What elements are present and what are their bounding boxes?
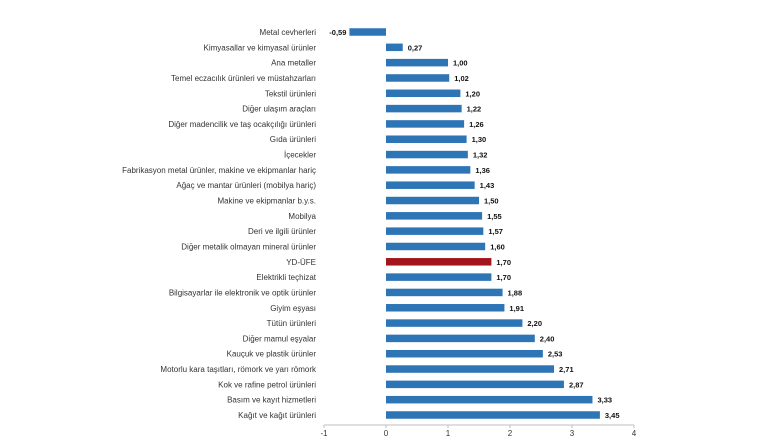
value-label: 1,02 — [454, 74, 469, 83]
bar — [386, 411, 600, 419]
bar — [386, 104, 462, 113]
labels-layer: Metal cevherleri -0,59 Kimyasallar ve kimy… — [122, 28, 619, 420]
x-tick-label: 0 — [384, 429, 389, 438]
bar — [386, 120, 465, 128]
category-label: Giyim eşyası — [270, 304, 316, 313]
category-label: Ağaç ve mantar ürünleri (mobilya hariç) — [176, 181, 316, 190]
bar — [386, 150, 468, 159]
bar-highlight — [386, 258, 492, 266]
bar — [386, 74, 450, 82]
bar — [386, 319, 523, 327]
x-tick-label: 1 — [446, 429, 451, 438]
category-label: Mobilya — [288, 212, 316, 221]
bar — [386, 89, 461, 98]
category-label: Metal cevherleri — [260, 28, 317, 37]
value-label: 2,40 — [540, 334, 555, 343]
bar — [386, 288, 503, 297]
category-label: Kok ve rafine petrol ürünleri — [218, 380, 316, 389]
value-label: 1,43 — [480, 181, 495, 190]
value-label: 1,57 — [488, 227, 503, 236]
bar — [386, 334, 535, 343]
value-label: 1,30 — [472, 135, 487, 144]
bar — [386, 365, 555, 373]
bar — [386, 380, 564, 389]
category-label: Kağıt ve kağıt ürünleri — [238, 411, 316, 420]
category-label: Gıda ürünleri — [270, 135, 316, 144]
bar — [386, 304, 505, 312]
bar — [386, 43, 403, 52]
value-label: 2,53 — [548, 350, 563, 359]
x-axis: -1 0 1 2 3 4 — [320, 424, 637, 438]
bar — [349, 28, 386, 36]
category-label: Kauçuk ve plastik ürünler — [227, 350, 317, 359]
category-label: Bilgisayarlar ile elektronik ve optik ür… — [169, 288, 317, 297]
value-label: 2,87 — [569, 380, 584, 389]
value-label: 1,26 — [469, 120, 484, 129]
value-label: 1,22 — [467, 105, 482, 114]
bar — [386, 212, 483, 220]
category-label: Motorlu kara taşıtları, römork ve yarı r… — [160, 365, 317, 374]
value-label: 1,50 — [484, 197, 499, 206]
category-label: Diğer ulaşım araçları — [242, 105, 316, 114]
category-label: Diğer madencilik ve taş ocakçılığı ürünl… — [168, 120, 316, 129]
category-label: İçecekler — [284, 151, 316, 160]
category-label: YD-ÜFE — [286, 258, 316, 267]
value-label: 1,91 — [509, 304, 524, 313]
category-label: Basım ve kayıt hizmetleri — [227, 396, 316, 405]
value-label: -0,59 — [329, 28, 346, 37]
category-label: Tütün ürünleri — [267, 319, 317, 328]
bar — [386, 166, 471, 174]
value-label: 1,60 — [490, 242, 505, 251]
category-label: Deri ve ilgili ürünler — [248, 227, 316, 236]
bar — [386, 273, 492, 281]
category-label: Fabrikasyon metal ürünler, makine ve eki… — [122, 166, 316, 175]
category-label: Temel eczacılık ürünleri ve müstahzarlar… — [171, 74, 316, 83]
x-tick-label: 2 — [508, 429, 513, 438]
value-label: 1,20 — [465, 89, 480, 98]
category-label: Diğer metalik olmayan mineral ürünler — [181, 242, 316, 251]
category-label: Kimyasallar ve kimyasal ürünler — [204, 43, 317, 52]
category-label: Ana metaller — [271, 59, 316, 68]
value-label: 1,88 — [508, 288, 523, 297]
value-label: 2,20 — [527, 319, 542, 328]
category-label: Makine ve ekipmanlar b.y.s. — [217, 197, 316, 206]
bar — [386, 349, 543, 358]
bar — [386, 135, 467, 143]
value-label: 2,71 — [559, 365, 574, 374]
category-label: Elektrikli teçhizat — [256, 273, 316, 282]
value-label: 1,00 — [453, 59, 468, 68]
bar — [386, 227, 484, 235]
value-label: 1,32 — [473, 151, 488, 160]
category-label: Tekstil ürünleri — [265, 89, 316, 98]
bar — [386, 58, 448, 67]
bar — [386, 395, 593, 404]
value-label: 1,70 — [496, 258, 511, 267]
bar — [386, 181, 475, 189]
value-label: 1,36 — [475, 166, 490, 175]
value-label: 3,45 — [605, 411, 620, 420]
x-tick-label: -1 — [320, 429, 328, 438]
value-label: 1,70 — [496, 273, 511, 282]
bar — [386, 242, 486, 251]
value-label: 3,33 — [597, 396, 612, 405]
bars-layer — [349, 28, 600, 419]
x-tick-label: 3 — [570, 429, 575, 438]
bar — [386, 196, 479, 205]
category-label: Diğer mamul eşyalar — [243, 334, 317, 343]
value-label: 0,27 — [408, 43, 423, 52]
x-tick-label: 4 — [632, 429, 637, 438]
value-label: 1,55 — [487, 212, 502, 221]
